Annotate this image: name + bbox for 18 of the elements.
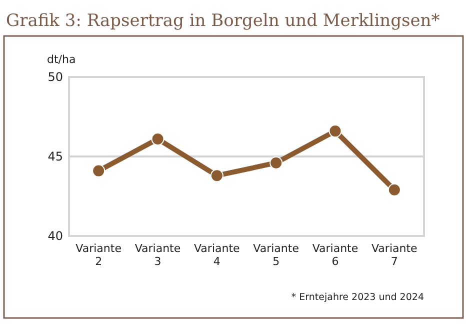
- point: [92, 164, 106, 178]
- chart-title: Grafik 3: Rapsertrag in Borgeln und Merklingsen*: [6, 11, 440, 31]
- x-tick-label: Variante 6: [312, 242, 358, 268]
- point: [328, 124, 342, 138]
- point: [270, 156, 283, 170]
- x-tick-label: Variante 3: [134, 242, 181, 268]
- x-tick-label: Variante 5: [253, 242, 300, 268]
- y-axis-title: dt/ha: [47, 53, 76, 66]
- x-tick-label: Variante 2: [76, 242, 122, 268]
- point: [388, 183, 401, 196]
- y-tick-label: 50: [48, 70, 63, 84]
- x-tick-label: Variante 4: [194, 242, 240, 268]
- y-tick-label: 40: [48, 229, 63, 243]
- text: * Erntejahre 2023 und 2024: [291, 292, 424, 303]
- x-tick-label: Variante 7: [372, 242, 418, 268]
- point: [151, 132, 164, 146]
- point: [210, 169, 224, 182]
- y-tick-label: 45: [48, 150, 63, 164]
